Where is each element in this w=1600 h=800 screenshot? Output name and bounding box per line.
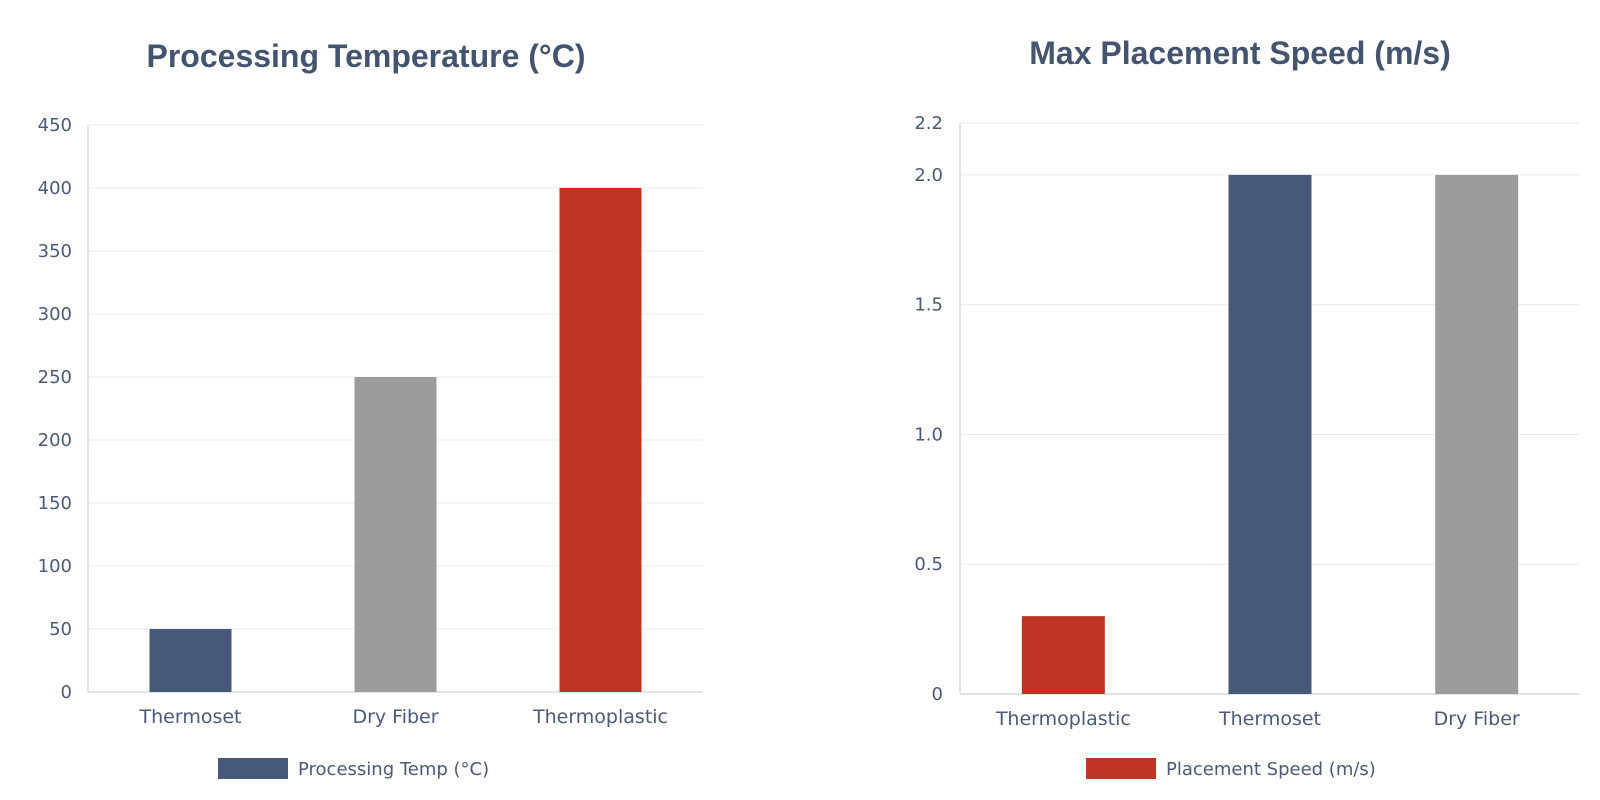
bar-dry-fiber[interactable] xyxy=(1435,174,1519,695)
y-tick-label: 100 xyxy=(38,556,72,577)
legend-label: Processing Temp (°C) xyxy=(298,759,489,780)
y-tick-label: 1.0 xyxy=(914,424,943,445)
chart-title: Processing Temperature (°C) xyxy=(147,38,586,74)
x-category-label: Thermoset xyxy=(1218,708,1321,730)
max-placement-speed-chart: Max Placement Speed (m/s) 0 0.5 1.0 1.5 2.0 2… xyxy=(914,35,1580,780)
y-tick-label: 0 xyxy=(61,682,72,703)
legend[interactable]: Placement Speed (m/s) xyxy=(1086,758,1376,780)
bars xyxy=(149,188,642,692)
y-tick-label: 150 xyxy=(38,493,72,514)
x-category-label: Dry Fiber xyxy=(352,706,438,728)
bar-dry-fiber[interactable] xyxy=(354,377,437,692)
bar-thermoset[interactable] xyxy=(1228,174,1312,695)
y-tick-label: 200 xyxy=(38,430,72,451)
bars xyxy=(1021,174,1519,695)
bar-thermoset[interactable] xyxy=(149,629,232,692)
legend-swatch xyxy=(1086,758,1156,779)
y-tick-label: 2.2 xyxy=(914,113,943,134)
y-tick-label: 400 xyxy=(38,178,72,199)
legend[interactable]: Processing Temp (°C) xyxy=(218,758,489,780)
y-axis-ticks: 0 0.5 1.0 1.5 2.0 2.2 xyxy=(914,113,943,705)
x-axis-labels: Thermoplastic Thermoset Dry Fiber xyxy=(995,708,1520,730)
y-tick-label: 350 xyxy=(38,241,72,262)
y-axis-ticks: 0 50 100 150 200 250 300 350 400 450 xyxy=(38,115,72,703)
chart-title: Max Placement Speed (m/s) xyxy=(1029,35,1450,71)
y-tick-label: 450 xyxy=(38,115,72,136)
legend-swatch xyxy=(218,758,288,779)
x-category-label: Thermoplastic xyxy=(995,708,1131,730)
y-tick-label: 2.0 xyxy=(914,165,943,186)
x-category-label: Thermoset xyxy=(139,706,242,728)
bar-thermoplastic[interactable] xyxy=(559,188,642,692)
y-tick-label: 1.5 xyxy=(914,295,943,316)
x-axis-labels: Thermoset Dry Fiber Thermoplastic xyxy=(139,706,669,728)
x-category-label: Dry Fiber xyxy=(1434,708,1520,730)
y-tick-label: 0.5 xyxy=(914,554,943,575)
y-tick-label: 250 xyxy=(38,367,72,388)
y-tick-label: 0 xyxy=(932,684,943,705)
y-tick-label: 300 xyxy=(38,304,72,325)
legend-label: Placement Speed (m/s) xyxy=(1166,759,1376,780)
processing-temperature-chart: Processing Temperature (°C) 0 50 100 150 200… xyxy=(38,38,703,780)
y-tick-label: 50 xyxy=(49,619,72,640)
x-category-label: Thermoplastic xyxy=(532,706,668,728)
bar-thermoplastic[interactable] xyxy=(1021,616,1105,694)
